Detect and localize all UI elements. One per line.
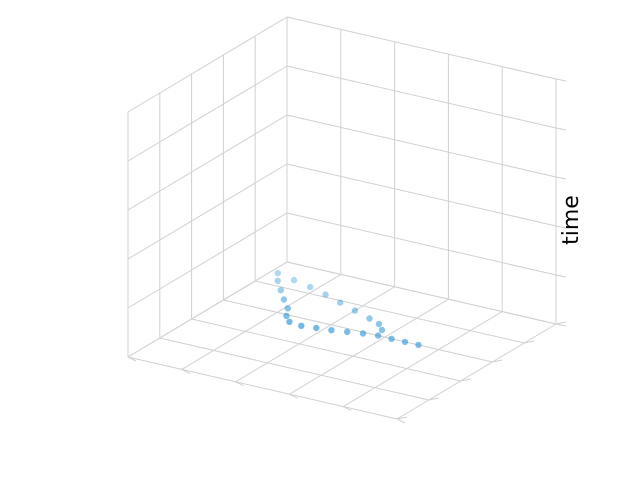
wall-grid-line xyxy=(286,16,557,80)
data-point xyxy=(328,327,335,334)
data-point xyxy=(344,328,351,335)
data-point xyxy=(284,305,291,312)
floor-grid-line xyxy=(191,318,461,382)
data-point xyxy=(351,307,359,314)
wall-grid-line xyxy=(127,212,288,309)
data-point xyxy=(388,335,395,342)
wall-grid-line xyxy=(286,65,557,129)
data-point xyxy=(274,269,281,277)
data-point xyxy=(378,326,386,334)
data-point xyxy=(359,330,367,337)
x-tick xyxy=(181,368,191,374)
data-point xyxy=(277,287,284,294)
wall-grid-line xyxy=(286,163,557,227)
data-points xyxy=(274,269,422,349)
grid-lines xyxy=(127,16,567,424)
z-tick xyxy=(555,274,567,278)
floor-grid-line xyxy=(159,337,429,401)
data-point xyxy=(283,312,290,319)
data-point xyxy=(274,277,281,285)
floor-grid-line xyxy=(396,323,557,420)
x-tick xyxy=(396,418,406,424)
z-tick xyxy=(555,225,567,229)
floor-grid-line xyxy=(289,298,449,395)
z-tick xyxy=(555,323,567,327)
data-point xyxy=(280,296,288,303)
y-tick xyxy=(460,378,471,382)
floor-grid-line xyxy=(181,273,342,370)
wall-grid-line xyxy=(127,65,288,162)
y-tick xyxy=(524,340,535,344)
wall-grid-line xyxy=(127,114,288,211)
data-point xyxy=(374,332,382,339)
z-axis-label: time xyxy=(559,195,584,245)
wall-grid-line xyxy=(286,212,557,276)
x-tick xyxy=(342,406,352,412)
data-point xyxy=(322,291,329,298)
data-point xyxy=(401,338,409,346)
data-point xyxy=(286,318,293,325)
data-point xyxy=(313,324,320,332)
floor-grid-line xyxy=(223,299,493,363)
z-tick xyxy=(555,78,567,82)
data-point xyxy=(290,276,298,284)
data-point xyxy=(415,341,422,349)
x-tick xyxy=(235,381,244,387)
y-tick xyxy=(396,416,408,420)
floor-grid-line xyxy=(235,286,395,383)
floor-grid-line xyxy=(127,356,398,420)
x-tick xyxy=(127,356,137,362)
y-tick xyxy=(428,397,439,401)
floor-grid-line xyxy=(255,280,525,344)
wall-grid-line xyxy=(127,16,288,113)
y-tick xyxy=(555,321,567,325)
data-point xyxy=(375,320,383,328)
data-point xyxy=(298,322,305,329)
wall-grid-line xyxy=(127,163,288,260)
wall-grid-line xyxy=(286,114,557,178)
y-tick xyxy=(492,359,503,363)
z-tick xyxy=(555,127,567,131)
floor-grid-line xyxy=(286,261,557,325)
data-point xyxy=(366,315,373,322)
z-tick xyxy=(555,176,567,180)
floor-grid-line xyxy=(342,311,503,408)
data-point xyxy=(307,283,314,291)
data-point xyxy=(337,299,344,306)
x-tick xyxy=(289,393,298,399)
wall-grid-line xyxy=(127,261,288,358)
